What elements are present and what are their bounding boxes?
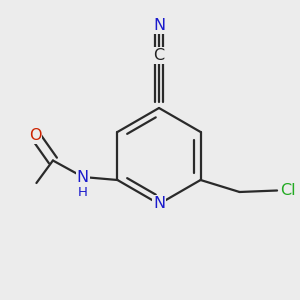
Text: N: N	[153, 18, 165, 33]
Text: Cl: Cl	[280, 183, 296, 198]
Text: N: N	[77, 169, 89, 184]
Text: N: N	[153, 196, 165, 211]
Text: O: O	[29, 128, 41, 142]
Text: C: C	[153, 48, 165, 63]
Text: H: H	[78, 185, 88, 199]
